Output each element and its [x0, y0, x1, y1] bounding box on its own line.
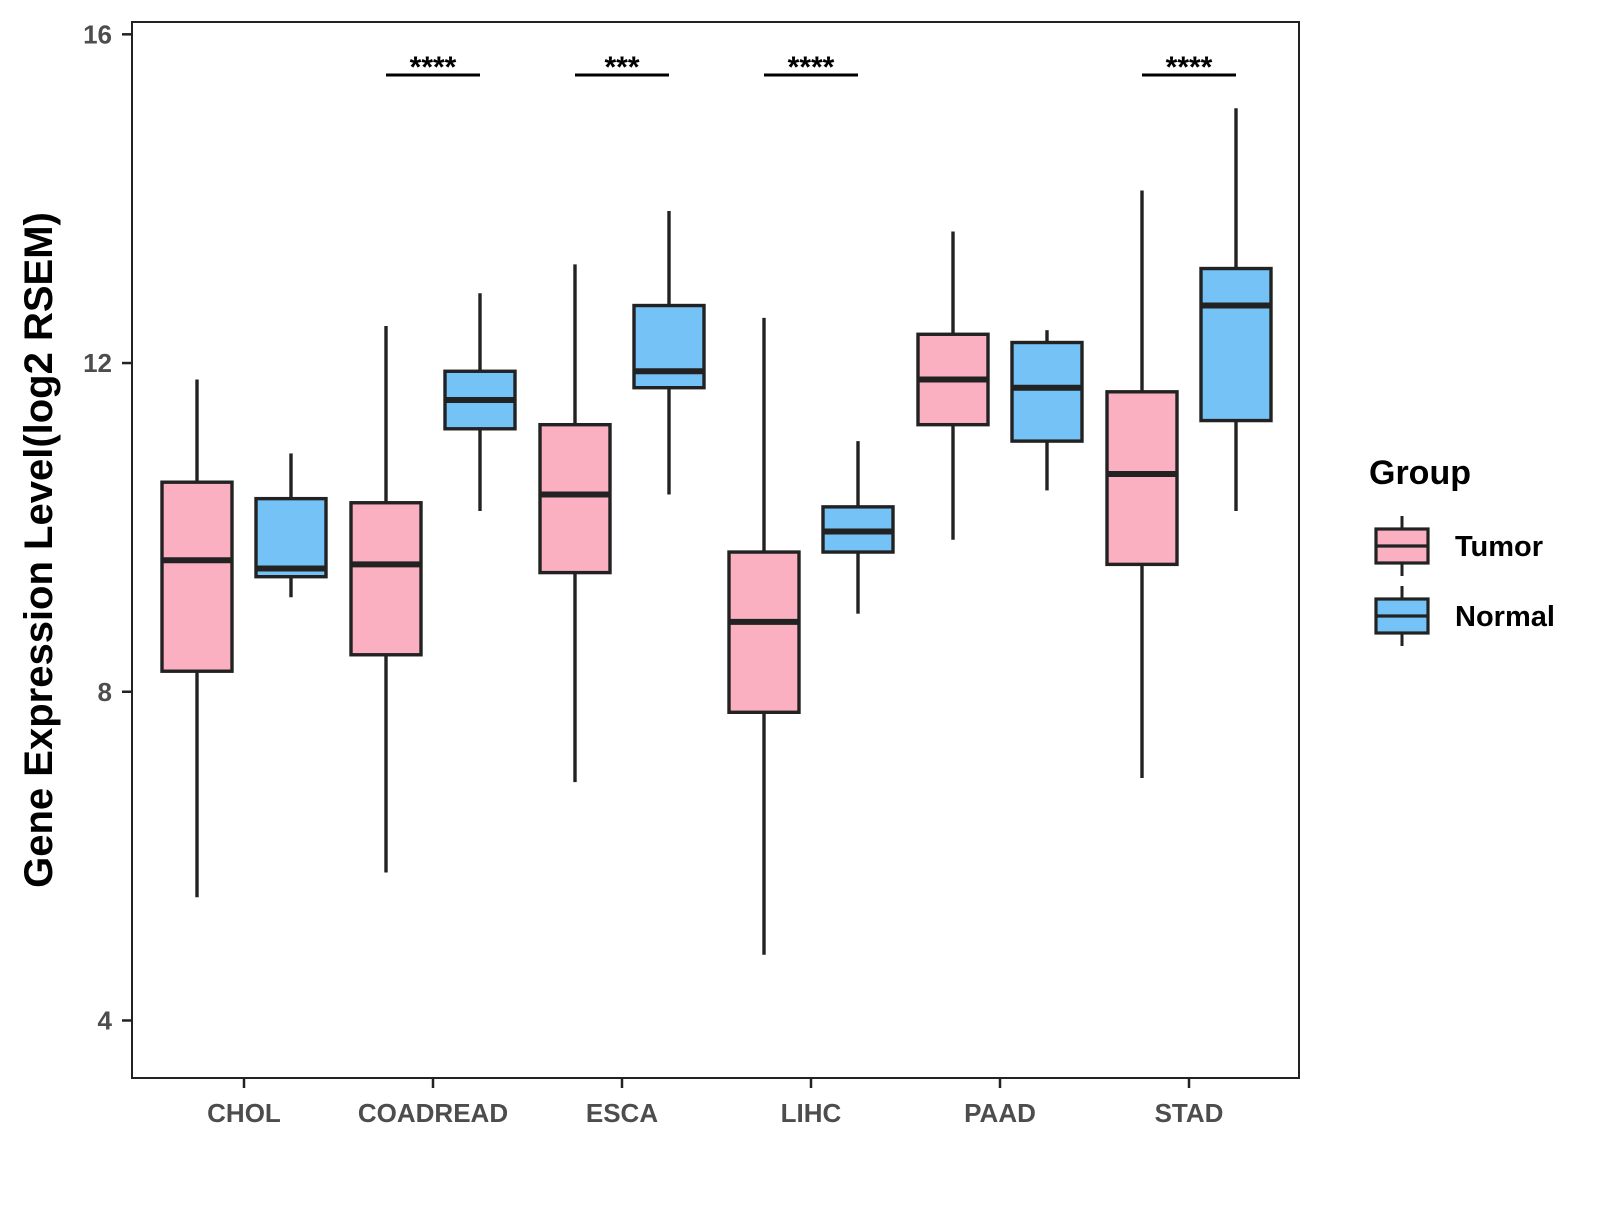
x-tick-label: PAAD	[964, 1098, 1036, 1128]
x-tick-label: STAD	[1155, 1098, 1224, 1128]
box-body	[254, 496, 328, 579]
significance-label: ****	[1166, 51, 1213, 84]
significance-esca: ***	[575, 51, 669, 84]
legend-title: Group	[1369, 454, 1471, 492]
box-body	[727, 550, 801, 715]
box-normal-coadread	[443, 293, 517, 511]
legend-item-tumor: Tumor	[1374, 516, 1543, 576]
box-body	[632, 303, 706, 390]
y-tick-label: 16	[83, 19, 112, 49]
box-tumor-lihc	[727, 317, 801, 955]
significance-label: ***	[604, 51, 639, 84]
x-tick-label: ESCA	[586, 1098, 658, 1128]
x-tick-label: CHOL	[207, 1098, 281, 1128]
plot-panel-border	[131, 21, 1300, 1079]
y-axis-title: Gene Expression Level(log2 RSEM)	[17, 212, 61, 888]
box-tumor-coadread	[349, 326, 423, 873]
box-normal-chol	[254, 453, 328, 598]
box-body	[538, 422, 612, 575]
y-tick-label: 8	[98, 677, 112, 707]
x-tick-label: LIHC	[781, 1098, 842, 1128]
box-tumor-paad	[916, 231, 990, 540]
box-normal-lihc	[821, 441, 895, 614]
significance-label: ****	[410, 51, 457, 84]
y-tick-label: 4	[98, 1005, 113, 1035]
box-body	[1105, 390, 1179, 567]
box-normal-esca	[632, 211, 706, 495]
significance-label: ****	[788, 51, 835, 84]
x-tick-label: COADREAD	[358, 1098, 508, 1128]
box-tumor-esca	[538, 264, 612, 783]
significance-stad: ****	[1142, 51, 1236, 84]
box-normal-paad	[1010, 330, 1084, 491]
box-normal-stad	[1199, 108, 1273, 511]
box-body	[1010, 340, 1084, 443]
significance-lihc: ****	[764, 51, 858, 84]
box-tumor-stad	[1105, 190, 1179, 779]
box-tumor-chol	[160, 379, 234, 898]
significance-coadread: ****	[386, 51, 480, 84]
legend-item-normal: Normal	[1374, 586, 1555, 646]
box-body	[160, 480, 234, 673]
legend-label: Tumor	[1455, 531, 1543, 563]
legend-label: Normal	[1455, 601, 1555, 633]
box-body	[1199, 266, 1273, 423]
box-body	[349, 501, 423, 657]
y-tick-label: 12	[83, 348, 112, 378]
